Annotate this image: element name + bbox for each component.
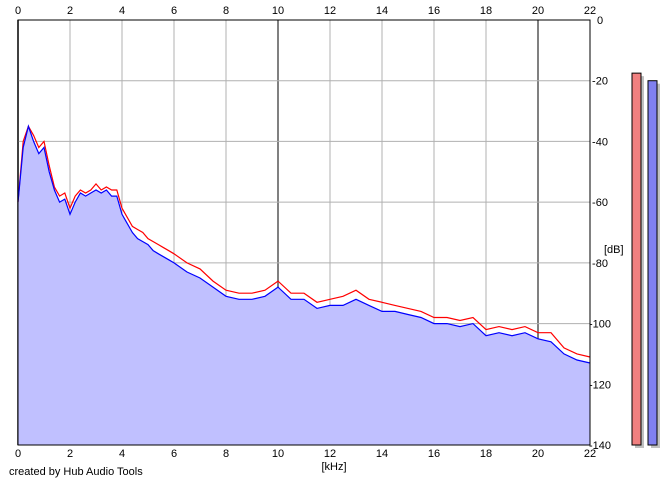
y-tick-label: -100: [589, 319, 611, 331]
x-tick-label-top: 6: [171, 5, 177, 17]
series-line-blue: [17, 124, 591, 364]
y-tick-label: -120: [589, 379, 611, 391]
x-tick-label-top: 18: [480, 5, 492, 17]
footer-credit: created by Hub Audio Tools: [9, 466, 143, 478]
x-tick-label-bottom: 20: [532, 448, 544, 460]
x-tick-label-top: 22: [584, 5, 596, 17]
y-tick-label: 0: [597, 15, 603, 27]
level-meter-bar: [647, 80, 658, 446]
x-tick-label-bottom: 10: [272, 448, 284, 460]
spectrum-area: [18, 126, 590, 446]
x-tick-label-top: 0: [15, 5, 21, 17]
x-tick-label-bottom: 8: [223, 448, 229, 460]
x-tick-label-bottom: 12: [324, 448, 336, 460]
spectrum-fill: [18, 126, 590, 446]
x-tick-label-top: 2: [67, 5, 73, 17]
x-tick-label-bottom: 2: [67, 448, 73, 460]
level-meter-bar: [631, 72, 642, 446]
x-axis-label: [kHz]: [321, 461, 346, 473]
x-tick-label-bottom: 14: [376, 448, 388, 460]
plot-frame: [17, 19, 591, 446]
y-axis-label: [dB]: [604, 244, 624, 256]
y-tick-label: -20: [592, 76, 608, 88]
series-line-red: [17, 124, 591, 358]
y-tick-labels: 0 -20 -40 -60 -80 -100 -120 -140: [589, 15, 611, 452]
x-tick-label-top: 20: [532, 5, 544, 17]
y-tick-label: -140: [589, 440, 611, 452]
x-tick-label-top: 12: [324, 5, 336, 17]
x-tick-label-top: 16: [428, 5, 440, 17]
x-tick-label-bottom: 6: [171, 448, 177, 460]
x-tick-label-top: 4: [119, 5, 125, 17]
y-tick-label: -80: [592, 258, 608, 270]
y-tick-label: -40: [592, 136, 608, 148]
x-tick-label-top: 10: [272, 5, 284, 17]
x-tick-label-top: 8: [223, 5, 229, 17]
x-tick-label-top: 14: [376, 5, 388, 17]
plot-border: [17, 19, 591, 446]
x-tick-label-bottom: 22: [584, 448, 596, 460]
spectrum-lines: [17, 124, 591, 364]
x-tick-label-bottom: 16: [428, 448, 440, 460]
y-tick-label: -60: [592, 197, 608, 209]
x-tick-label-bottom: 18: [480, 448, 492, 460]
x-tick-label-bottom: 4: [119, 448, 125, 460]
level-meters: [631, 72, 660, 448]
x-tick-label-bottom: 0: [15, 448, 21, 460]
